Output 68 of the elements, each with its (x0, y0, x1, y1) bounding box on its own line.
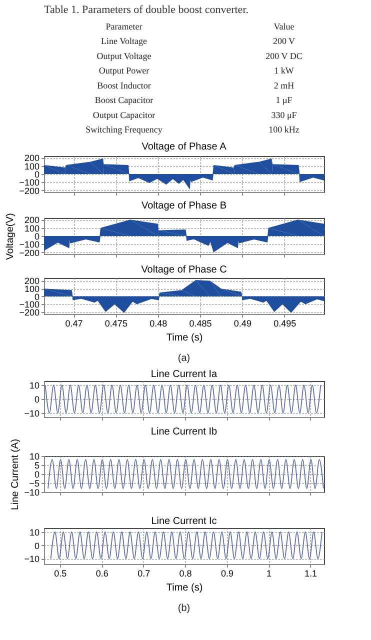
text: Output Power (98, 66, 150, 76)
y-tick-label: 5 (34, 460, 40, 470)
x-tick-label: 0.49 (234, 318, 252, 328)
x-tick-label: 0.475 (104, 318, 128, 328)
x-tick-label: 1 (266, 568, 272, 578)
text: 100 kHz (268, 124, 300, 135)
y-tick-label: 10 (29, 452, 40, 462)
x-tick-label: 0.8 (179, 568, 192, 578)
chart-title: Voltage of Phase B (141, 200, 227, 212)
y-tick-label: −10 (24, 554, 40, 564)
x-axis-title: Time (s) (166, 582, 203, 594)
chart-title: Voltage of Phase A (142, 142, 227, 153)
y-tick-label: 200 (24, 215, 40, 226)
y-tick-label: 200 (24, 153, 40, 164)
y-tick-label: 100 (24, 284, 40, 294)
chart-title: Line Current Ib (150, 426, 218, 438)
x-tick-label: 0.7 (138, 568, 150, 578)
text: Line Voltage (101, 36, 147, 46)
x-tick-label: 1.1 (304, 568, 317, 578)
y-tick-label: −100 (19, 240, 40, 250)
x-tick-label: 0.6 (96, 568, 108, 578)
x-tick-label: 0.9 (221, 568, 234, 578)
y-tick-label: −10 (24, 488, 40, 498)
text: Table 1. Parameters of double boost converter. (44, 4, 249, 16)
y-tick-label: 0 (34, 394, 40, 404)
y-tick-label: −200 (19, 248, 40, 258)
text: Switching Frequency (86, 124, 163, 135)
y-tick-label: 0 (34, 292, 40, 302)
y-axis-title: Line Current (A) (10, 438, 22, 510)
text: 200 V (272, 36, 296, 46)
text: Value (274, 21, 294, 32)
text: 1 μF (276, 95, 292, 106)
text: Output Capacitor (92, 110, 156, 120)
y-tick-label: 10 (29, 380, 40, 391)
y-tick-label: −10 (24, 408, 40, 418)
y-tick-label: 0 (34, 232, 40, 242)
x-tick-label: 0.485 (189, 318, 212, 328)
text: 200 V DC (266, 50, 302, 61)
y-tick-label: 10 (29, 528, 40, 538)
chart-title: Line Current Ia (150, 369, 218, 380)
y-tick-label: 0 (34, 540, 40, 551)
y-tick-label: −5 (29, 478, 40, 488)
text: Parameter (106, 21, 142, 32)
y-tick-label: 100 (24, 223, 40, 234)
chart-title: Voltage of Phase C (141, 264, 227, 276)
y-tick-label: −200 (19, 308, 40, 318)
x-tick-label: 0.5 (54, 568, 67, 578)
text: 1 kW (274, 66, 294, 76)
text: Boost Capacitor (94, 95, 154, 106)
y-tick-label: −100 (19, 300, 40, 310)
text: (b) (178, 603, 190, 614)
text: (a) (178, 353, 190, 364)
y-tick-label: 100 (24, 161, 40, 172)
chart-title: Line Current Ic (151, 516, 217, 527)
text: 330 μF (271, 110, 297, 120)
text: 2 mH (274, 80, 295, 90)
text: Boost Inductor (97, 80, 151, 90)
y-axis-title: Voltage(V) (5, 213, 16, 260)
x-tick-label: 0.495 (274, 318, 296, 328)
y-tick-label: 0 (34, 470, 40, 480)
y-tick-label: −100 (19, 178, 40, 188)
x-tick-label: 0.48 (150, 318, 168, 328)
x-tick-label: 0.47 (65, 318, 83, 328)
y-tick-label: −200 (19, 186, 40, 196)
y-tick-label: 200 (24, 276, 40, 286)
x-axis-title: Time (s) (166, 332, 203, 344)
text: Output Voltage (96, 50, 152, 61)
y-tick-label: 0 (34, 170, 40, 180)
